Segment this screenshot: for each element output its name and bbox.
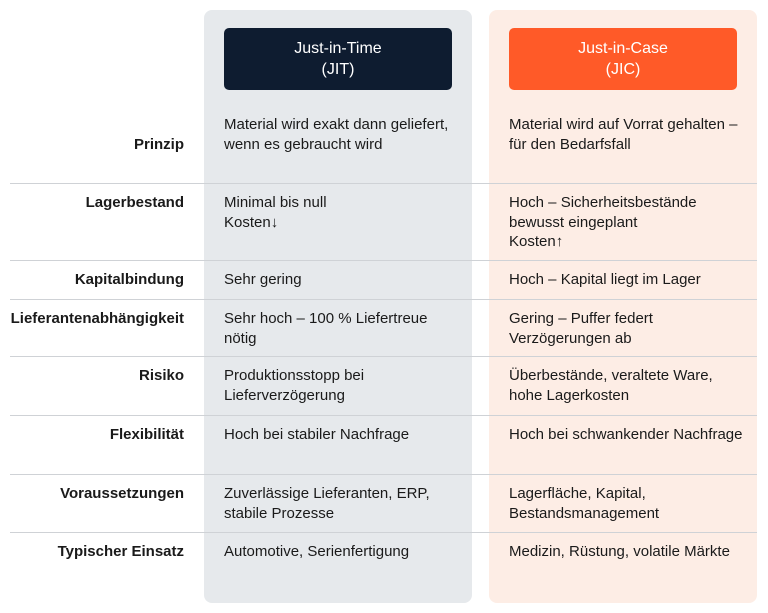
jic-cell: Überbestände, veraltete Ware, hohe Lager… <box>509 367 713 404</box>
jit-cell: Hoch bei stabiler Nachfrage <box>224 426 410 443</box>
jit-cell: Sehr gering <box>224 271 302 288</box>
row-label: Risiko <box>138 367 184 384</box>
row-separator <box>10 415 757 416</box>
jit-panel <box>204 10 472 603</box>
row-label: Flexibilität <box>109 426 184 443</box>
jic-cell: Medizin, Rüstung, volatile Märkte <box>509 543 730 560</box>
jic-header: Just-in-Case (JIC) <box>509 28 737 90</box>
row-label: Lieferantenabhängigkeit <box>10 310 184 327</box>
jit-cell: Automotive, Serienfertigung <box>224 543 410 560</box>
row-label: Kapitalbindung <box>74 271 184 288</box>
jit-cell: Produktionsstopp bei Lieferverzögerung <box>224 367 365 404</box>
row-separator <box>10 532 757 533</box>
jic-panel <box>489 10 757 603</box>
jit-header: Just-in-Time (JIT) <box>224 28 452 90</box>
row-label: Typischer Einsatz <box>57 543 184 560</box>
jic-cell: Hoch – Kapital liegt im Lager <box>509 271 701 288</box>
row-label: Voraussetzungen <box>60 485 184 502</box>
jit-cell: Minimal bis null Kosten↓ <box>224 194 327 231</box>
row-separator <box>10 260 757 261</box>
jit-cell: Sehr hoch – 100 % Liefertreue nötig <box>224 310 428 347</box>
row-separator <box>10 356 757 357</box>
row-separator <box>10 299 757 300</box>
jic-cell: Gering – Puffer federt Verzögerungen ab <box>509 310 653 347</box>
jit-cell: Zuverlässige Lieferanten, ERP, stabile P… <box>224 485 430 522</box>
row-separator <box>10 474 757 475</box>
row-label: Lagerbestand <box>85 194 184 211</box>
jic-cell: Hoch – Sicherheitsbestände bewusst einge… <box>509 194 697 250</box>
jic-cell: Lagerfläche, Kapital, Bestandsmanagement <box>509 485 660 522</box>
row-separator <box>10 183 757 184</box>
row-label: Prinzip <box>133 135 184 153</box>
jit-cell: Material wird exakt dann geliefert, wenn… <box>224 116 449 153</box>
jic-cell: Material wird auf Vorrat gehalten – für … <box>509 116 738 153</box>
jic-cell: Hoch bei schwankender Nachfrage <box>509 426 743 443</box>
